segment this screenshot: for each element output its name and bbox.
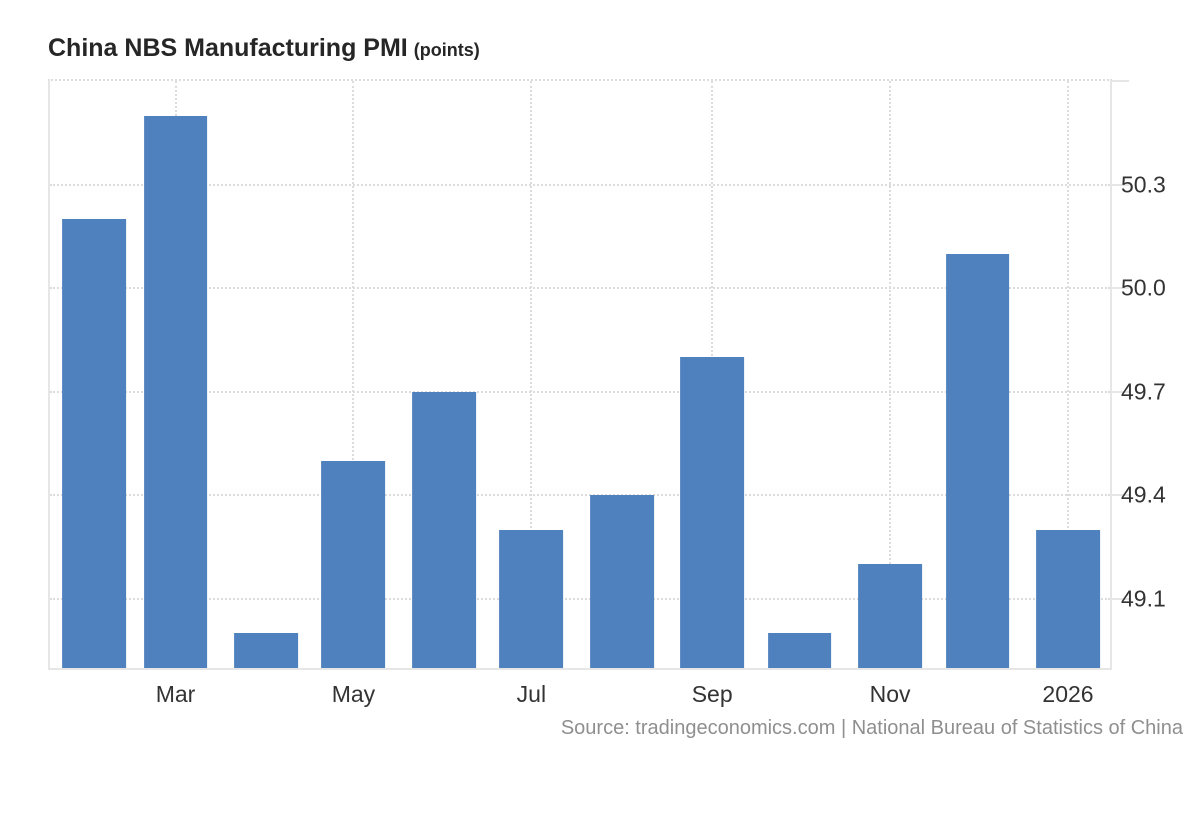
y-axis-label: 49.4 (1121, 481, 1166, 508)
y-axis-label: 50.0 (1121, 274, 1166, 301)
x-gridline (352, 81, 355, 668)
y-gridline (50, 597, 1110, 600)
x-axis-label-sep: Sep (691, 681, 733, 707)
x-gridline (889, 81, 892, 668)
x-axis-label-nov: Nov (869, 681, 911, 707)
y-axis-label: 49.7 (1121, 378, 1166, 405)
y-gridline (50, 390, 1110, 393)
y-axis-tick (1112, 80, 1129, 82)
y-axis-tick (1112, 390, 1129, 393)
y-axis-tick (1112, 597, 1129, 600)
bar-may[interactable] (321, 460, 386, 668)
x-axis-label-may: May (331, 681, 376, 707)
y-gridline (50, 287, 1110, 290)
x-axis-label-2026: 2026 (1042, 681, 1094, 707)
x-gridline (1067, 81, 1070, 668)
y-axis-label: 50.3 (1121, 171, 1166, 198)
y-gridline (50, 183, 1110, 186)
bar-jul[interactable] (499, 529, 564, 668)
x-axis-label-jul: Jul (516, 681, 547, 707)
x-axis-label-mar: Mar (155, 681, 196, 707)
chart-title-text: China NBS Manufacturing PMI (48, 34, 408, 62)
bar-feb[interactable] (61, 219, 126, 668)
chart-title: China NBS Manufacturing PMI (points) (48, 34, 480, 63)
y-axis-tick (1112, 183, 1129, 186)
bar-jan-2026[interactable] (1036, 529, 1100, 668)
bar-aug[interactable] (589, 495, 654, 668)
bar-sep[interactable] (680, 357, 745, 668)
bar-jun[interactable] (411, 391, 476, 668)
x-gridline (530, 81, 533, 668)
y-axis-tick (1112, 494, 1129, 497)
bar-dec[interactable] (945, 253, 1010, 668)
bar-oct[interactable] (767, 633, 832, 668)
plot-area: 49.1 49.4 49.7 50.0 50.3 Mar May Jul Sep Nov 2026 (48, 79, 1166, 707)
bar-mar[interactable] (143, 115, 208, 668)
bar-apr[interactable] (234, 633, 298, 668)
y-axis-tick (1112, 287, 1129, 290)
y-gridline (50, 494, 1110, 497)
source-attribution: Source: tradingeconomics.com | National … (560, 717, 1183, 739)
chart-title-units: (points) (413, 40, 480, 60)
y-axis-label: 49.1 (1121, 585, 1166, 612)
bar-nov[interactable] (858, 564, 923, 668)
